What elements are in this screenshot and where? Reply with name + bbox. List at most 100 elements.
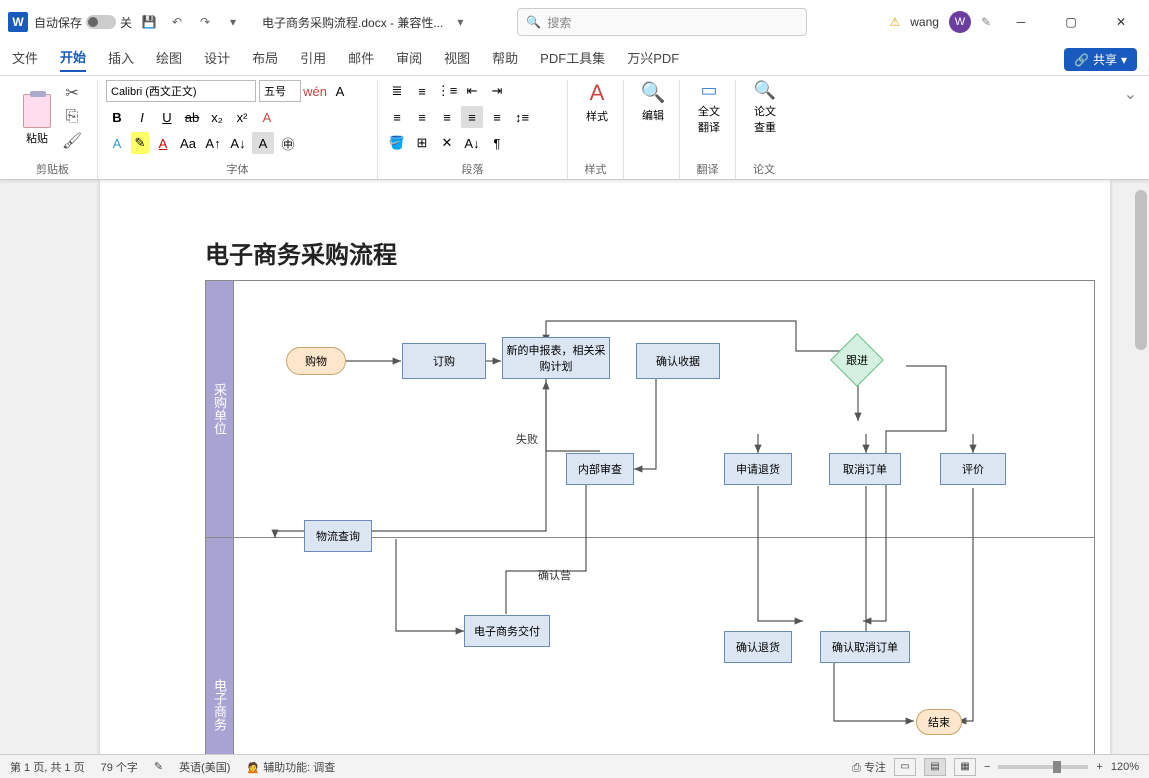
spellcheck-icon[interactable]: ✎ [154, 760, 163, 773]
zoom-level[interactable]: 120% [1111, 761, 1139, 773]
font-size-select[interactable]: 五号 [259, 80, 301, 102]
undo-icon[interactable]: ↶ [166, 11, 188, 33]
node-form: 新的申报表，相关采购计划 [502, 337, 610, 379]
maximize-button[interactable]: ▢ [1051, 7, 1091, 37]
superscript-button[interactable]: x² [231, 106, 253, 128]
node-deliver: 电子商务交付 [464, 615, 550, 647]
cut-icon[interactable]: ✂ [62, 84, 82, 102]
title-dropdown-icon[interactable]: ▾ [449, 11, 471, 33]
align-left-icon[interactable]: ≡ [386, 106, 408, 128]
numbering-icon[interactable]: ≡ [411, 80, 433, 102]
page-title: 电子商务采购流程 [205, 235, 397, 270]
tab-layout[interactable]: 布局 [252, 48, 278, 71]
char-border-icon[interactable]: A [329, 80, 351, 102]
tab-pdf-tools[interactable]: PDF工具集 [540, 48, 605, 71]
copy-icon[interactable]: ⎘ [62, 108, 82, 126]
tab-file[interactable]: 文件 [12, 48, 38, 71]
bullets-icon[interactable]: ≣ [386, 80, 408, 102]
print-layout-icon[interactable]: ▤ [924, 758, 946, 776]
word-count[interactable]: 79 个字 [101, 759, 138, 775]
search-input[interactable]: 🔍 搜索 [517, 8, 807, 36]
zoom-out-icon[interactable]: − [984, 761, 990, 773]
redo-icon[interactable]: ↷ [194, 11, 216, 33]
chevron-down-icon: ▾ [1121, 53, 1127, 67]
justify-icon[interactable]: ≡ [461, 106, 483, 128]
asian-layout-icon[interactable]: ✕ [436, 132, 458, 154]
accessibility-status[interactable]: 🙍 辅助功能: 调查 [246, 759, 335, 775]
share-button[interactable]: 🔗 共享 ▾ [1064, 48, 1137, 71]
tab-design[interactable]: 设计 [204, 48, 230, 71]
vertical-scrollbar[interactable] [1133, 180, 1149, 754]
bold-button[interactable]: B [106, 106, 128, 128]
minimize-button[interactable]: ─ [1001, 7, 1041, 37]
shading-icon[interactable]: 🪣 [386, 132, 408, 154]
collapse-ribbon-icon[interactable]: ⌄ [1120, 80, 1141, 179]
phonetic-guide-icon[interactable]: wén [304, 80, 326, 102]
text-effects-icon[interactable]: A [256, 106, 278, 128]
sort-icon[interactable]: A↓ [461, 132, 483, 154]
qat-dropdown-icon[interactable]: ▾ [222, 11, 244, 33]
avatar[interactable]: W [949, 11, 971, 33]
translate-icon: ▭ [700, 80, 717, 101]
document-area[interactable]: 电子商务采购流程 采购单位 电子商务 [0, 180, 1133, 754]
tab-home[interactable]: 开始 [60, 47, 86, 72]
paste-button[interactable]: 粘贴 [16, 80, 58, 159]
format-painter-icon[interactable]: 🖌 [62, 132, 82, 150]
italic-button[interactable]: I [131, 106, 153, 128]
web-layout-icon[interactable]: ▦ [954, 758, 976, 776]
zoom-in-icon[interactable]: + [1096, 761, 1102, 773]
decrease-indent-icon[interactable]: ⇤ [461, 80, 483, 102]
editing-button[interactable]: 🔍 编辑 [632, 80, 674, 123]
line-spacing-icon[interactable]: ↕≡ [511, 106, 533, 128]
edge-label-confirm: 确认营 [538, 567, 571, 583]
increase-indent-icon[interactable]: ⇥ [486, 80, 508, 102]
borders-icon[interactable]: ⊞ [411, 132, 433, 154]
font-family-select[interactable]: Calibri (西文正文) [106, 80, 256, 102]
show-marks-icon[interactable]: ¶ [486, 132, 508, 154]
save-icon[interactable]: 💾 [138, 11, 160, 33]
strikethrough-button[interactable]: ab [181, 106, 203, 128]
subscript-button[interactable]: x₂ [206, 106, 228, 128]
node-rate: 评价 [940, 453, 1006, 485]
tab-draw[interactable]: 绘图 [156, 48, 182, 71]
paper-check-button[interactable]: 🔍 论文 查重 [744, 80, 786, 135]
clipboard-icon [23, 94, 51, 128]
enclose-char-icon[interactable]: ㊥ [277, 132, 299, 154]
font-color-a-icon[interactable]: A [106, 132, 128, 154]
align-right-icon[interactable]: ≡ [436, 106, 458, 128]
align-center-icon[interactable]: ≡ [411, 106, 433, 128]
translate-button[interactable]: ▭ 全文 翻译 [688, 80, 730, 135]
autosave-toggle[interactable]: 自动保存 关 [34, 14, 132, 31]
font-color-icon[interactable]: A [152, 132, 174, 154]
swimlane-diagram: 采购单位 电子商务 [205, 280, 1095, 754]
grow-font-icon[interactable]: A↑ [202, 132, 224, 154]
page-info[interactable]: 第 1 页, 共 1 页 [10, 759, 85, 775]
change-case-icon[interactable]: Aa [177, 132, 199, 154]
tab-view[interactable]: 视图 [444, 48, 470, 71]
warning-icon[interactable]: ⚠ [889, 15, 900, 29]
zoom-slider[interactable] [998, 765, 1088, 769]
read-mode-icon[interactable]: ▭ [894, 758, 916, 776]
ribbon: 粘贴 ✂ ⎘ 🖌 剪贴板 Calibri (西文正文) 五号 wén A B I… [0, 76, 1149, 180]
close-button[interactable]: ✕ [1101, 7, 1141, 37]
node-logistics: 物流查询 [304, 520, 372, 552]
tab-insert[interactable]: 插入 [108, 48, 134, 71]
focus-mode[interactable]: ⎙ 专注 [852, 759, 886, 775]
toggle-switch[interactable] [86, 15, 116, 29]
pen-icon[interactable]: ✎ [981, 15, 991, 29]
styles-button[interactable]: A 样式 [576, 80, 618, 124]
language-status[interactable]: 英语(美国) [179, 759, 230, 775]
tab-review[interactable]: 审阅 [396, 48, 422, 71]
tab-mailings[interactable]: 邮件 [348, 48, 374, 71]
tab-wanxing-pdf[interactable]: 万兴PDF [627, 48, 679, 71]
char-shading-icon[interactable]: A [252, 132, 274, 154]
shrink-font-icon[interactable]: A↓ [227, 132, 249, 154]
multilevel-icon[interactable]: ⋮≡ [436, 80, 458, 102]
tab-help[interactable]: 帮助 [492, 48, 518, 71]
underline-button[interactable]: U [156, 106, 178, 128]
paper-check-icon: 🔍 [754, 80, 776, 101]
distribute-icon[interactable]: ≡ [486, 106, 508, 128]
scroll-thumb[interactable] [1135, 190, 1147, 350]
tab-references[interactable]: 引用 [300, 48, 326, 71]
highlight-icon[interactable]: ✎ [131, 132, 149, 154]
